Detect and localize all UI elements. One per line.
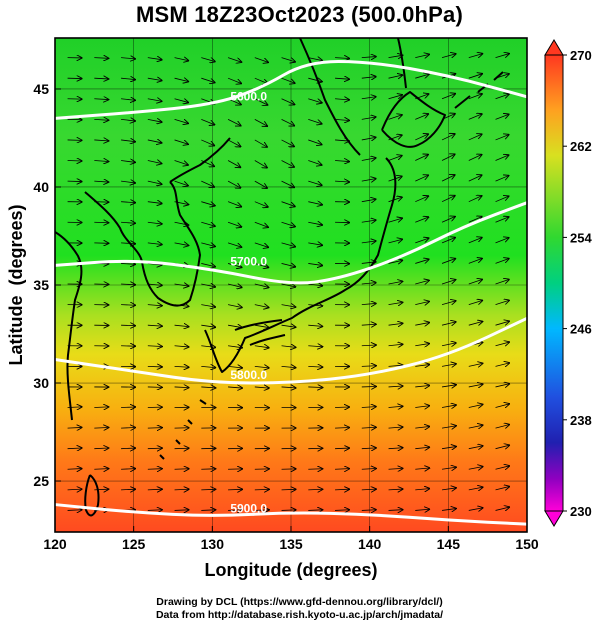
colorbar-tick-label: 254 xyxy=(570,230,592,245)
contour-line xyxy=(54,60,528,120)
contour-line xyxy=(54,503,528,526)
x-tick-label: 120 xyxy=(43,536,67,552)
colorbar-tick-label: 238 xyxy=(570,413,592,428)
y-tick-label: 30 xyxy=(33,375,49,391)
colorbar: 270 262 254 246 238 230 xyxy=(544,39,592,527)
contour-label: 5700.0 xyxy=(230,254,267,268)
contour-label: 5900.0 xyxy=(230,501,267,515)
y-tick-label: 35 xyxy=(33,277,49,293)
y-tick-label: 25 xyxy=(33,473,49,489)
colorbar-top-arrow xyxy=(544,39,564,56)
x-tick-label: 130 xyxy=(201,536,225,552)
colorbar-tick-label: 262 xyxy=(570,139,592,154)
x-tick-label: 150 xyxy=(515,536,539,552)
colorbar-tick-label: 230 xyxy=(570,504,592,519)
contour-label: 5600.0 xyxy=(230,90,267,104)
x-axis-label: Longitude (degrees) xyxy=(204,560,377,580)
y-tick-label: 45 xyxy=(33,81,49,97)
y-tick-label: 40 xyxy=(33,179,49,195)
colorbar-tick-label: 246 xyxy=(570,322,592,337)
x-tick-label: 125 xyxy=(122,536,146,552)
contour-line xyxy=(54,201,528,285)
wind-vectors xyxy=(67,54,510,511)
x-tick-label: 135 xyxy=(279,536,303,552)
x-tick-label: 140 xyxy=(358,536,382,552)
colorbar-bottom-arrow xyxy=(544,510,564,527)
x-tick-label: 145 xyxy=(437,536,461,552)
chart-title: MSM 18Z23Oct2023 (500.0hPa) xyxy=(136,2,463,27)
axis-ticks: 120 125 130 135 140 145 150 25 30 35 40 45 xyxy=(33,81,538,552)
colorbar-tick-label: 270 xyxy=(570,48,592,63)
geopotential-contours: 5900.0 5800.0 5700.0 5600.0 xyxy=(54,60,528,526)
contour-label: 5800.0 xyxy=(230,368,267,382)
credits: Drawing by DCL (https://www.gfd-dennou.o… xyxy=(0,596,599,622)
y-axis-label: Latitude (degrees) xyxy=(6,204,26,365)
credit-data: Data from http://database.rish.kyoto-u.a… xyxy=(155,609,444,621)
contour-line xyxy=(54,316,528,385)
credit-drawing: Drawing by DCL (https://www.gfd-dennou.o… xyxy=(156,596,443,608)
